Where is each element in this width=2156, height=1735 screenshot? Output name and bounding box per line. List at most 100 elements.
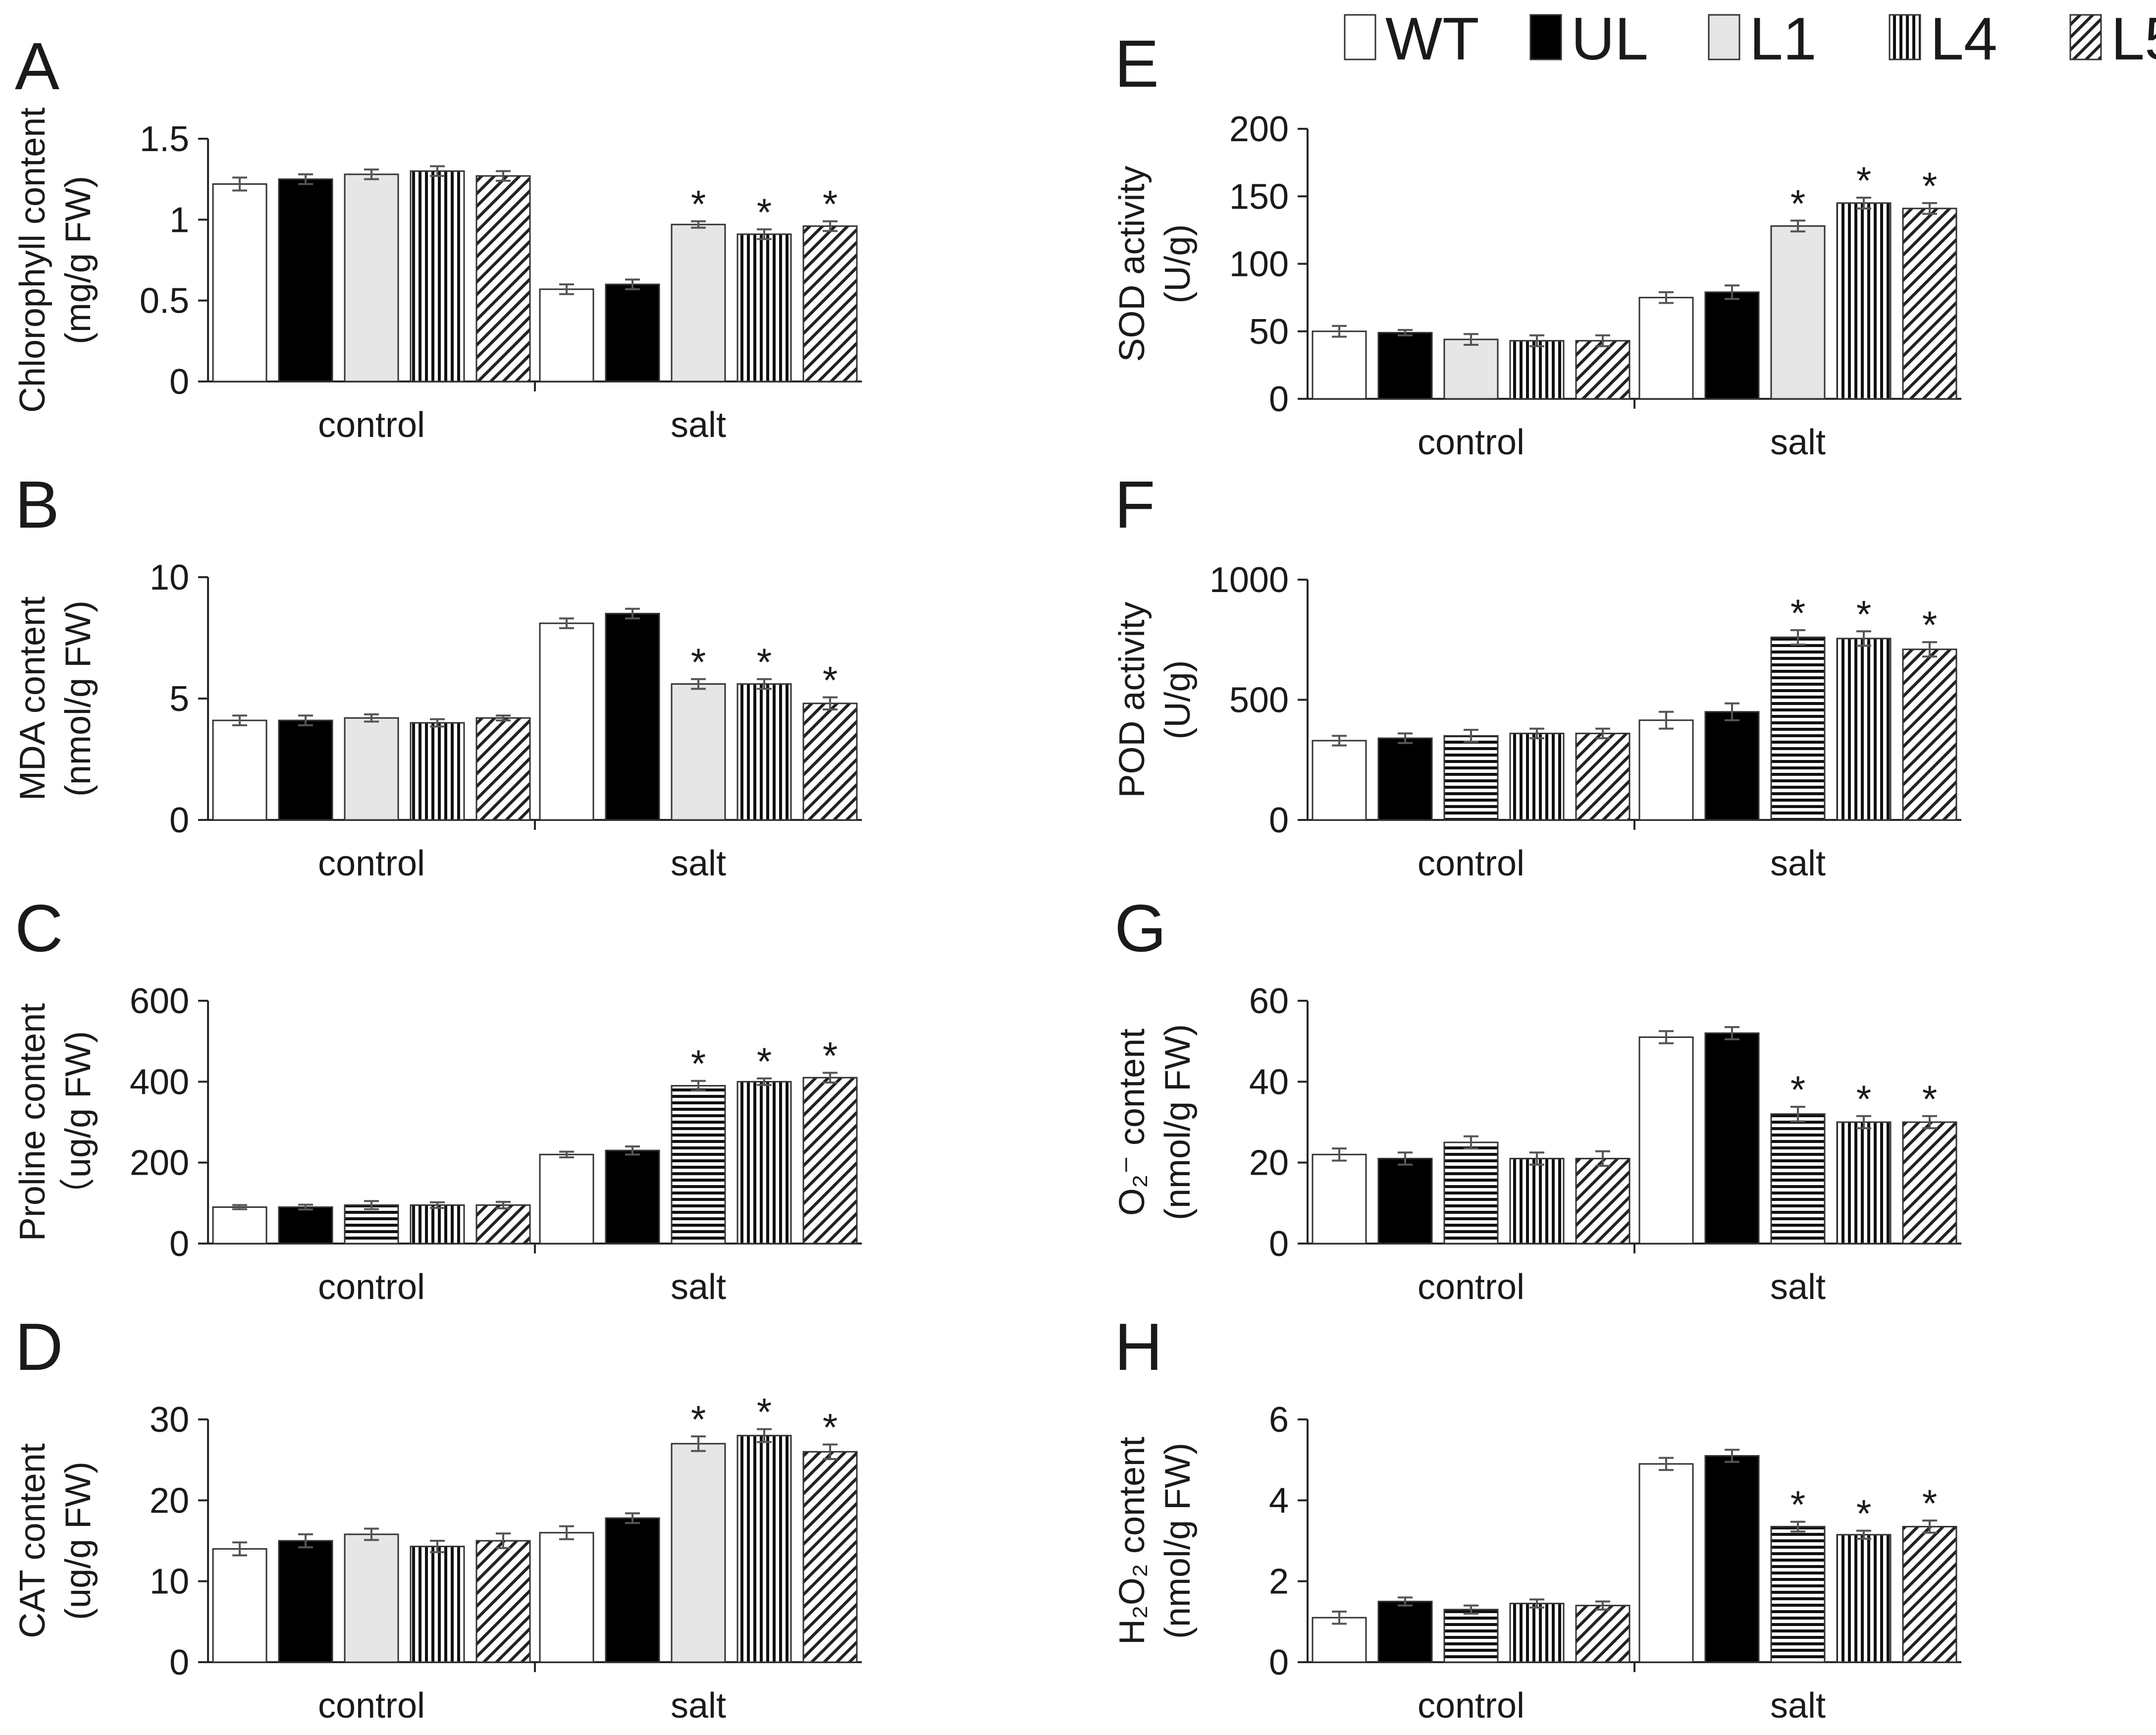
error-bar [298, 1203, 313, 1211]
significance-star: * [823, 658, 838, 702]
bar-l4-control [410, 170, 465, 382]
y-axis-label: (nmol/g FW) [1158, 1024, 1198, 1220]
bar-l4-salt [736, 1081, 792, 1245]
bar-l5-salt [802, 1451, 858, 1663]
error-bar [1790, 1105, 1805, 1123]
category-label-salt: salt [1770, 423, 1826, 462]
y-tick-label: 0 [1269, 380, 1289, 419]
error-bar [559, 283, 574, 295]
error-bar [625, 1512, 640, 1524]
error-bar [430, 718, 445, 728]
bar-ul-salt [605, 283, 660, 382]
bar-l5-control [475, 717, 531, 821]
y-tick-label: 2 [1269, 1562, 1289, 1602]
y-tick-label: 0 [1269, 1643, 1289, 1682]
bar-ul-control [1377, 331, 1433, 400]
bar-wt-salt [1638, 719, 1694, 821]
significance-star: * [823, 1033, 838, 1077]
bar-l5-salt [1902, 1525, 1957, 1663]
y-tick-label: 5 [169, 679, 189, 719]
error-bar [1595, 334, 1610, 347]
error-bar [691, 220, 706, 229]
bar-l5-control [1575, 340, 1630, 400]
error-bar [1464, 333, 1478, 346]
legend-label: UL [1571, 5, 1648, 72]
y-axis-label: (mg/g FW) [58, 176, 98, 344]
y-tick-label: 0 [169, 1224, 189, 1264]
y-tick-label: 50 [1249, 312, 1289, 352]
error-bar [1595, 1600, 1610, 1611]
category-label-salt: salt [1770, 1686, 1826, 1726]
error-bar [1856, 630, 1871, 647]
significance-star: * [757, 1390, 772, 1434]
error-bar [1790, 1520, 1805, 1533]
error-bar [823, 1443, 838, 1461]
significance-star: * [691, 1397, 706, 1441]
panel-e: E SOD activity (U/g) 0 50 100 150 200 control sal… [1112, 26, 1961, 462]
bar-wt-control [212, 1548, 267, 1663]
error-bar [1332, 1610, 1347, 1625]
significance-star: * [1856, 1077, 1871, 1121]
bar-l5-salt [802, 1077, 858, 1245]
bar-ul-salt [1704, 711, 1760, 821]
significance-star: * [757, 190, 772, 234]
bar-l4-control [1509, 1158, 1565, 1245]
error-bar [1398, 329, 1413, 336]
significance-star: * [691, 640, 706, 684]
significance-star: * [757, 640, 772, 684]
bar-ul-control [278, 719, 333, 821]
y-tick-label: 0 [1269, 801, 1289, 840]
error-bar [298, 714, 313, 726]
legend-swatch [1708, 14, 1740, 60]
panel-letter: E [1114, 26, 1159, 101]
bar-l1-control [344, 173, 399, 382]
panel-b: B MDA content (nmol/g FW) 0 5 10 control salt * *… [13, 467, 862, 883]
bar-l4-salt [1836, 1534, 1892, 1663]
error-bar [1922, 641, 1937, 658]
bar-l1-salt [671, 683, 726, 821]
legend: WT UL L1 L4 L5 [1344, 5, 2156, 72]
category-label-control: control [318, 844, 425, 883]
bar-l5-salt [1902, 649, 1957, 821]
panel-d: D CAT content (ug/g FW) 0 10 20 30 control salt *… [13, 1309, 862, 1726]
category-label-control: control [1418, 844, 1525, 883]
bar-ul-control [1377, 737, 1433, 821]
error-bar [823, 696, 838, 711]
legend-label: L5 [2111, 5, 2156, 72]
bar-l1-control [1443, 735, 1499, 821]
bar-wt-salt [539, 622, 594, 821]
error-bar [1659, 1030, 1674, 1044]
category-label-control: control [1418, 1686, 1525, 1726]
bar-l4-salt [1836, 202, 1892, 400]
error-bar [364, 713, 379, 723]
y-axis-label: (U/g) [1158, 224, 1198, 304]
y-axis-label: （ug/g FW) [58, 1031, 98, 1213]
significance-star: * [1856, 1492, 1871, 1535]
category-label-control: control [318, 1686, 425, 1726]
bar-ul-salt [605, 613, 660, 821]
legend-swatch [2069, 14, 2102, 60]
error-bar [691, 678, 706, 690]
legend-label: WT [1385, 5, 1479, 72]
y-axis-label: O₂⁻ content [1112, 1029, 1152, 1216]
error-bar [1595, 727, 1610, 740]
y-axis-label: (U/g) [1158, 660, 1198, 740]
error-bar [691, 1080, 706, 1092]
bar-ul-salt [605, 1149, 660, 1245]
bar-l1-salt [671, 223, 726, 382]
bar-l5-control [1575, 732, 1630, 821]
bar-l4-salt [736, 683, 792, 821]
bar-wt-control [1312, 1617, 1367, 1663]
error-bar [298, 173, 313, 185]
category-label-control: control [318, 1267, 425, 1307]
y-tick-label: 0 [169, 801, 189, 840]
y-axis-label: CAT content [13, 1443, 53, 1638]
error-bar [1922, 1115, 1937, 1130]
panel-letter: C [15, 891, 63, 966]
bar-wt-control [1312, 1153, 1367, 1245]
error-bar [496, 1200, 511, 1209]
error-bar [1529, 334, 1544, 347]
error-bar [1856, 1115, 1871, 1130]
bar-l5-salt [1902, 208, 1957, 400]
